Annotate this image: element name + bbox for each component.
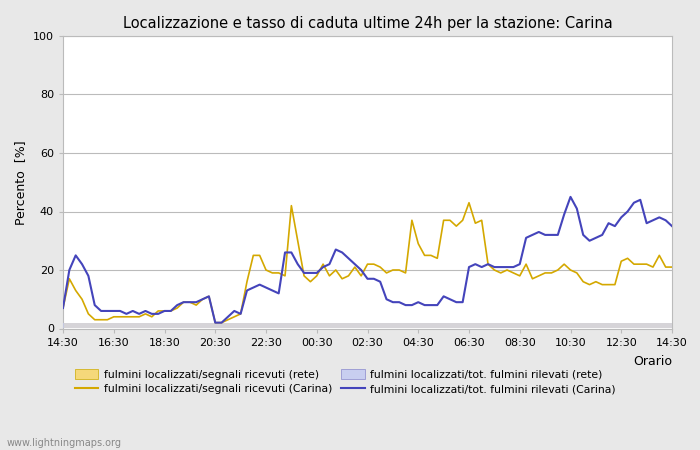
Y-axis label: Percento  [%]: Percento [%] (15, 140, 27, 225)
Text: www.lightningmaps.org: www.lightningmaps.org (7, 438, 122, 448)
Text: Orario: Orario (633, 355, 672, 368)
Legend: fulmini localizzati/segnali ricevuti (rete), fulmini localizzati/segnali ricevut: fulmini localizzati/segnali ricevuti (re… (74, 369, 616, 395)
Title: Localizzazione e tasso di caduta ultime 24h per la stazione: Carina: Localizzazione e tasso di caduta ultime … (122, 16, 612, 31)
